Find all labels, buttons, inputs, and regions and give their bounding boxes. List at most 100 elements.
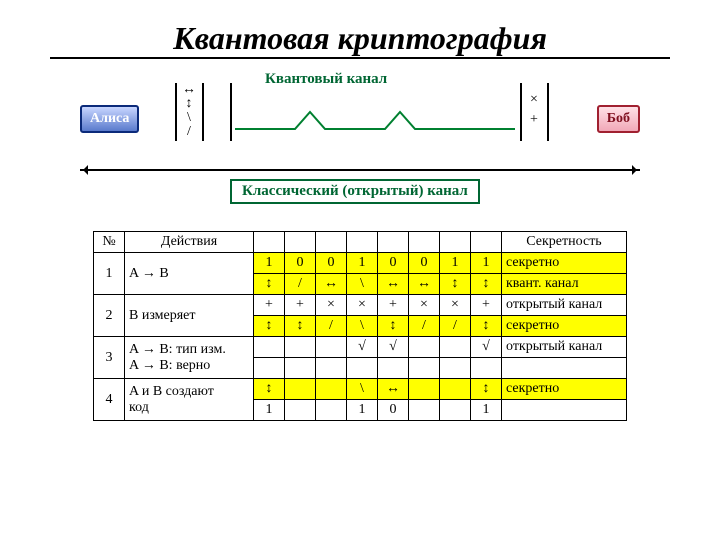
bit-cell: +: [254, 295, 285, 316]
quantum-channel-label: Квантовый канал: [265, 71, 387, 88]
bob-filter-symbols: × +: [523, 93, 545, 127]
bit-cell: √: [471, 337, 502, 358]
bit-cell: [285, 358, 316, 379]
bit-cell: 1: [471, 253, 502, 274]
row-action: A и B создаюткод: [125, 379, 254, 421]
bit-cell: 0: [378, 253, 409, 274]
bit-cell: [378, 358, 409, 379]
table-header: [440, 232, 471, 253]
classical-channel-label: Классический (открытый) канал: [230, 179, 480, 204]
bit-cell: 1: [440, 253, 471, 274]
bit-cell: √: [378, 337, 409, 358]
bit-cell: [254, 337, 285, 358]
table-row: 1A → B10010011секретно: [94, 253, 627, 274]
table-header: [316, 232, 347, 253]
bit-cell: [440, 358, 471, 379]
row-action: A → B: [125, 253, 254, 295]
secrecy-cell: [502, 400, 627, 421]
page-title: Квантовая криптография: [50, 0, 670, 59]
secrecy-cell: открытый канал: [502, 295, 627, 316]
classical-channel-line: [80, 169, 640, 171]
photon-path-icon: [235, 109, 515, 139]
protocol-table: №ДействияСекретность 1A → B10010011секре…: [93, 231, 627, 421]
table-header: [409, 232, 440, 253]
table-header: Секретность: [502, 232, 627, 253]
bit-cell: [471, 358, 502, 379]
bit-cell: ↕: [471, 274, 502, 295]
table-header: [285, 232, 316, 253]
secrecy-cell: секретно: [502, 316, 627, 337]
bit-cell: ×: [440, 295, 471, 316]
bit-cell: [440, 337, 471, 358]
bit-cell: 0: [285, 253, 316, 274]
bit-cell: 0: [409, 253, 440, 274]
bit-cell: ↔: [409, 274, 440, 295]
bit-cell: [347, 358, 378, 379]
row-number: 2: [94, 295, 125, 337]
table-header: [471, 232, 502, 253]
bob-box: Боб: [597, 105, 640, 133]
bit-cell: ↕: [471, 316, 502, 337]
bit-cell: /: [440, 316, 471, 337]
bit-cell: ×: [316, 295, 347, 316]
bit-cell: \: [347, 316, 378, 337]
table-header: [347, 232, 378, 253]
table-row: 2B измеряет++××+××+открытый канал: [94, 295, 627, 316]
table-row: 4A и B создаюткод↕\↔↕секретно: [94, 379, 627, 400]
bit-cell: [409, 379, 440, 400]
bit-cell: ↕: [471, 379, 502, 400]
secrecy-cell: квант. канал: [502, 274, 627, 295]
bit-cell: [316, 337, 347, 358]
secrecy-cell: открытый канал: [502, 337, 627, 358]
alice-filter-symbols: ↔ ↕ \ /: [178, 83, 200, 139]
row-action: A → B: тип изм.A → B: верно: [125, 337, 254, 379]
bit-cell: 1: [471, 400, 502, 421]
bit-cell: 0: [378, 400, 409, 421]
table-header: [254, 232, 285, 253]
bit-cell: [409, 337, 440, 358]
table-row: 3A → B: тип изм.A → B: верно√√√открытый …: [94, 337, 627, 358]
alice-box: Алиса: [80, 105, 139, 133]
table-header: №: [94, 232, 125, 253]
bit-cell: \: [347, 379, 378, 400]
row-action: B измеряет: [125, 295, 254, 337]
bit-cell: 1: [254, 253, 285, 274]
bit-cell: ↔: [378, 379, 409, 400]
row-number: 3: [94, 337, 125, 379]
bit-cell: [440, 379, 471, 400]
secrecy-cell: [502, 358, 627, 379]
bit-cell: √: [347, 337, 378, 358]
bit-cell: 0: [316, 253, 347, 274]
table-header: [378, 232, 409, 253]
bit-cell: /: [316, 316, 347, 337]
bit-cell: /: [409, 316, 440, 337]
bit-cell: +: [378, 295, 409, 316]
bit-cell: [316, 358, 347, 379]
bit-cell: ↕: [254, 274, 285, 295]
bit-cell: +: [471, 295, 502, 316]
secrecy-cell: секретно: [502, 379, 627, 400]
bit-cell: ↔: [316, 274, 347, 295]
bit-cell: ↕: [254, 379, 285, 400]
bit-cell: [409, 358, 440, 379]
row-number: 4: [94, 379, 125, 421]
channel-diagram: Алиса Боб Квантовый канал ↔ ↕ \ / × + Кл…: [80, 69, 640, 219]
bit-cell: 1: [254, 400, 285, 421]
bit-cell: ↕: [254, 316, 285, 337]
bit-cell: +: [285, 295, 316, 316]
bit-cell: [316, 379, 347, 400]
bit-cell: [409, 400, 440, 421]
bit-cell: [285, 379, 316, 400]
bit-cell: [254, 358, 285, 379]
row-number: 1: [94, 253, 125, 295]
bit-cell: 1: [347, 400, 378, 421]
bit-cell: 1: [347, 253, 378, 274]
bit-cell: [316, 400, 347, 421]
table-header: Действия: [125, 232, 254, 253]
bit-cell: ×: [347, 295, 378, 316]
bit-cell: ↕: [440, 274, 471, 295]
bit-cell: [285, 337, 316, 358]
bit-cell: ↕: [378, 316, 409, 337]
bit-cell: ↕: [285, 316, 316, 337]
secrecy-cell: секретно: [502, 253, 627, 274]
